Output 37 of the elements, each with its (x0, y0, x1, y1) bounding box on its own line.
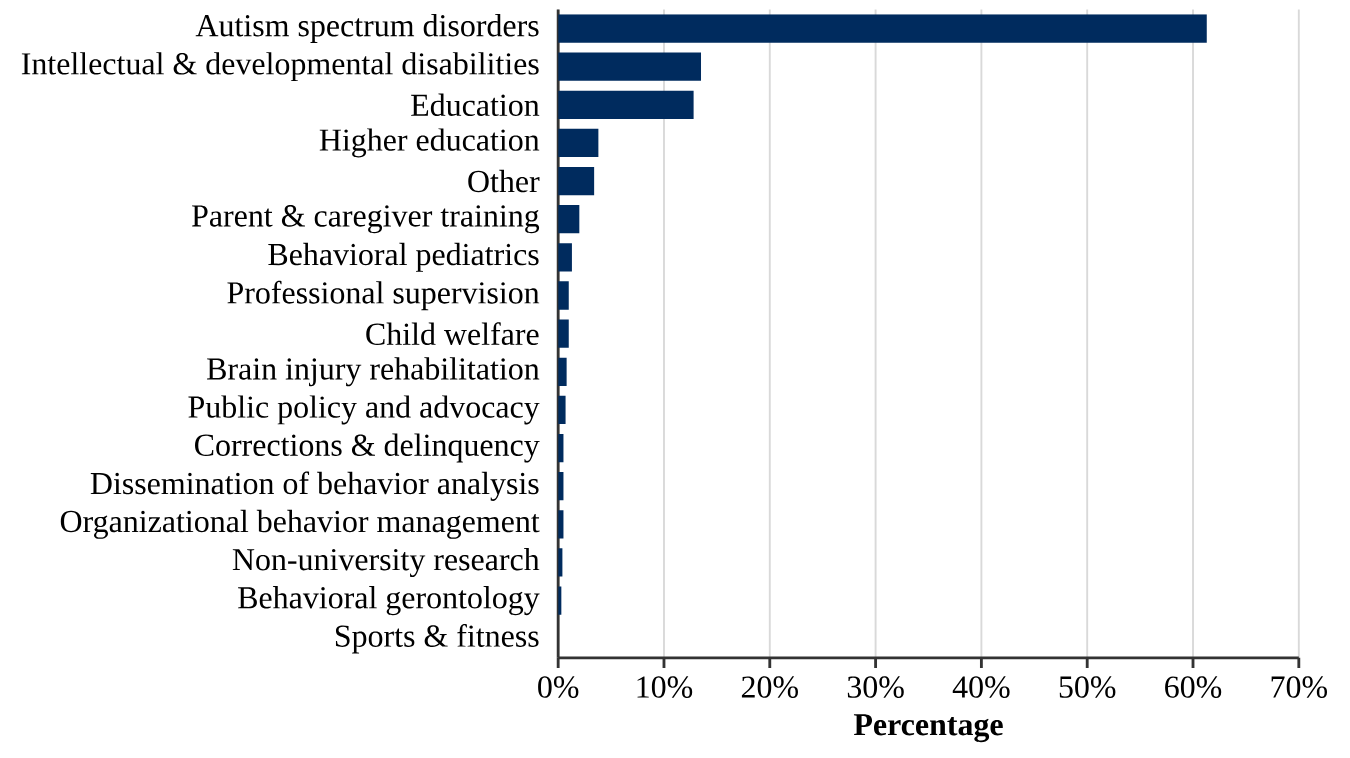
y-tick-label: Autism spectrum disorders (195, 13, 539, 43)
y-tick-label: Behavioral gerontology (238, 586, 540, 616)
y-tick-label: Other (468, 169, 540, 193)
y-tick-label: Behavioral pediatrics (268, 242, 539, 272)
bar (558, 357, 567, 386)
y-tick-label: Non-university research (232, 547, 540, 577)
y-tick-label: Education (411, 93, 540, 116)
bar (558, 52, 702, 81)
y-tick-label: Sports & fitness (335, 624, 539, 654)
bar (558, 128, 599, 157)
y-tick-label: Professional supervision (227, 280, 540, 311)
y-tick-label: Corrections & delinquency (195, 433, 540, 463)
x-tick-label: 70% (1271, 676, 1328, 698)
bar (558, 319, 569, 348)
x-tick-label: 40% (952, 676, 1010, 698)
x-tick-label: 0% (538, 676, 579, 698)
y-tick-label: Brain injury rehabilitation (207, 357, 540, 387)
y-tick-label: Public policy and advocacy (188, 395, 540, 425)
y-tick-label: Child welfare (366, 322, 539, 345)
bar (558, 14, 1207, 43)
y-tick-label: Dissemination of behavior analysis (90, 471, 539, 501)
y-tick-label: Higher education (319, 128, 540, 158)
x-tick-label: 60% (1165, 676, 1222, 698)
y-tick-label: Intellectual & developmental disabilities (21, 52, 539, 82)
x-tick-label: 20% (741, 676, 798, 698)
y-tick-label: Organizational behavior management (60, 509, 540, 539)
bar (558, 243, 572, 272)
bar (558, 90, 694, 119)
y-tick-label: Parent & caregiver training (192, 205, 540, 234)
x-tick-label: 50% (1059, 676, 1116, 698)
bar (558, 166, 595, 196)
bar (558, 395, 566, 424)
x-axis-title: Percentage (853, 714, 1003, 743)
x-tick-label: 30% (847, 676, 904, 698)
bar (558, 205, 580, 234)
x-tick-label: 10% (637, 676, 693, 698)
bar (558, 281, 569, 310)
